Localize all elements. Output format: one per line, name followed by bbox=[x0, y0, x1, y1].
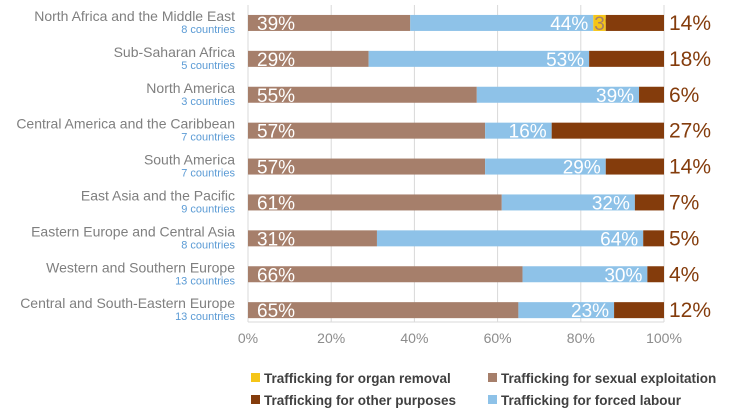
bar-segment bbox=[643, 230, 664, 247]
region-label: Central America and the Caribbean bbox=[16, 116, 235, 132]
bar-segment bbox=[501, 194, 635, 211]
country-count-label: 3 countries bbox=[181, 96, 235, 108]
data-label: 39% bbox=[257, 14, 295, 35]
bar-segment bbox=[248, 86, 477, 103]
country-count-label: 9 countries bbox=[181, 203, 235, 215]
data-label: 23% bbox=[571, 301, 609, 322]
data-label: 30% bbox=[604, 265, 642, 286]
region-label: East Asia and the Pacific bbox=[81, 187, 235, 203]
bar-segment bbox=[485, 122, 552, 139]
x-tick-label: 60% bbox=[484, 330, 512, 346]
data-label: 53% bbox=[546, 50, 584, 71]
data-label: 57% bbox=[257, 158, 295, 179]
country-count-label: 7 countries bbox=[181, 168, 235, 180]
country-count-label: 8 countries bbox=[181, 239, 235, 251]
data-label: 32% bbox=[592, 193, 630, 214]
data-label: 14% bbox=[669, 12, 711, 35]
bar-segment bbox=[551, 122, 664, 139]
data-label: 65% bbox=[257, 301, 295, 322]
data-label: 29% bbox=[563, 158, 601, 179]
bar-segment bbox=[639, 86, 664, 103]
data-label: 27% bbox=[669, 120, 711, 143]
legend-swatch bbox=[488, 395, 497, 404]
region-label: North America bbox=[146, 80, 235, 96]
legend-swatch bbox=[251, 373, 260, 382]
legend-swatch bbox=[488, 373, 497, 382]
data-label: 29% bbox=[257, 50, 295, 71]
legend-label: Trafficking for forced labour bbox=[501, 393, 682, 408]
x-tick-label: 100% bbox=[646, 330, 682, 346]
bar-segment bbox=[248, 266, 523, 283]
bar-segment bbox=[614, 302, 664, 319]
data-label: 66% bbox=[257, 265, 295, 286]
bar-segment bbox=[476, 86, 640, 103]
bar-segment bbox=[522, 266, 648, 283]
data-label: 31% bbox=[257, 229, 295, 250]
x-tick-label: 0% bbox=[238, 330, 258, 346]
legend-label: Trafficking for organ removal bbox=[264, 371, 451, 386]
bar-segment bbox=[248, 230, 377, 247]
data-label: 14% bbox=[669, 156, 711, 179]
data-label: 44% bbox=[550, 14, 588, 35]
bar-segment bbox=[376, 230, 644, 247]
bar-segment bbox=[518, 302, 615, 319]
bar-segment bbox=[368, 50, 590, 67]
region-label: North Africa and the Middle East bbox=[34, 8, 235, 24]
bar-segment bbox=[647, 266, 664, 283]
region-label: Central and South-Eastern Europe bbox=[20, 295, 235, 311]
data-label: 16% bbox=[509, 122, 547, 143]
bar-segment bbox=[248, 122, 486, 139]
data-label: 55% bbox=[257, 86, 295, 107]
data-label: 4% bbox=[669, 263, 699, 286]
bar-segment bbox=[593, 14, 606, 31]
country-count-label: 7 countries bbox=[181, 132, 235, 144]
region-label: Western and Southern Europe bbox=[46, 259, 235, 275]
data-label: 6% bbox=[669, 84, 699, 107]
x-tick-label: 20% bbox=[317, 330, 345, 346]
legend-swatch bbox=[251, 395, 260, 404]
data-label: 12% bbox=[669, 299, 711, 322]
region-label: Eastern Europe and Central Asia bbox=[31, 223, 235, 239]
data-label: 7% bbox=[669, 191, 699, 214]
bar-segment bbox=[605, 14, 664, 31]
country-count-label: 13 countries bbox=[175, 275, 235, 287]
region-label: Sub-Saharan Africa bbox=[114, 44, 236, 60]
bar-segment bbox=[485, 158, 606, 175]
bar-segment bbox=[248, 14, 411, 31]
x-tick-label: 80% bbox=[567, 330, 595, 346]
bar-segment bbox=[248, 50, 369, 67]
data-label: 61% bbox=[257, 193, 295, 214]
data-label: 18% bbox=[669, 48, 711, 71]
bar-segment bbox=[248, 194, 502, 211]
data-label: 5% bbox=[669, 227, 699, 250]
legend-label: Trafficking for sexual exploitation bbox=[501, 371, 716, 386]
bar-segment bbox=[634, 194, 664, 211]
data-label: 57% bbox=[257, 122, 295, 143]
country-count-label: 8 countries bbox=[181, 24, 235, 36]
legend-label: Trafficking for other purposes bbox=[264, 393, 456, 408]
data-label: 39% bbox=[596, 86, 634, 107]
bar-segment bbox=[605, 158, 664, 175]
bar-segment bbox=[248, 302, 519, 319]
bar-segment bbox=[248, 158, 486, 175]
country-count-label: 13 countries bbox=[175, 311, 235, 323]
x-tick-label: 40% bbox=[400, 330, 428, 346]
data-label: 64% bbox=[600, 229, 638, 250]
region-label: South America bbox=[144, 152, 235, 168]
bar-segment bbox=[410, 14, 594, 31]
country-count-label: 5 countries bbox=[181, 60, 235, 72]
bar-segment bbox=[589, 50, 664, 67]
